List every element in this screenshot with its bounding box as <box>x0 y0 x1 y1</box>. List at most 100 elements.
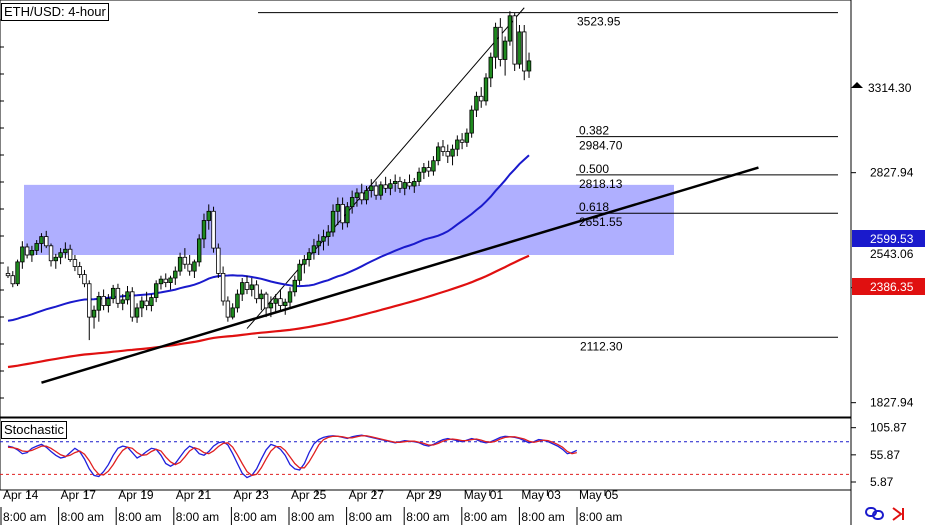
candle <box>5 266 11 278</box>
time-tick-label: 8:00 am <box>291 510 334 524</box>
date-tick-label: Apr 27 <box>349 488 385 502</box>
candle <box>302 255 307 274</box>
date-tick-label: Apr 19 <box>118 488 154 502</box>
candle <box>149 294 154 312</box>
ma-slow-badge-bg <box>852 278 925 295</box>
date-tick-label: May 01 <box>464 488 504 502</box>
link-chain-icon[interactable] <box>865 507 884 520</box>
date-tick-label: Apr 25 <box>291 488 327 502</box>
scroll-end-icon[interactable] <box>892 507 904 521</box>
candle <box>364 186 369 205</box>
candle <box>421 163 427 180</box>
support-trendline <box>41 166 759 384</box>
candle <box>349 190 355 214</box>
candle <box>268 296 274 318</box>
candle <box>321 229 326 251</box>
candle <box>263 291 269 318</box>
stochastic-series-line <box>7 434 578 479</box>
candle <box>182 248 188 269</box>
candle <box>311 238 317 260</box>
current-price-label: 3314.30 <box>868 81 912 95</box>
fib-price-label: 2818.13 <box>579 177 623 191</box>
date-tick-label: Apr 21 <box>176 488 212 502</box>
date-tick-label: May 05 <box>579 488 619 502</box>
candle <box>48 243 54 267</box>
candle <box>340 197 345 230</box>
candle <box>220 266 226 306</box>
time-tick-label: 8:00 am <box>349 510 392 524</box>
candle <box>206 204 211 230</box>
candle <box>96 291 102 322</box>
candle <box>230 303 235 320</box>
ma-fast-value-label: 2599.53 <box>870 232 914 246</box>
candle <box>316 234 321 255</box>
candle <box>326 225 331 246</box>
candle <box>173 266 178 285</box>
candle <box>110 284 116 304</box>
candle <box>153 280 159 303</box>
chart-title: ETH/USD: 4-hour <box>1 3 109 21</box>
candle <box>216 243 221 278</box>
candle <box>306 248 312 267</box>
ma-slow-line <box>7 254 530 369</box>
time-tick-label: 8:00 am <box>464 510 507 524</box>
fib-ratio-label: 0.618 <box>579 200 609 214</box>
candle <box>106 294 111 313</box>
candle <box>359 183 364 205</box>
candle <box>378 181 384 200</box>
candle <box>397 176 403 193</box>
candle <box>392 174 398 192</box>
candle <box>10 271 15 288</box>
current-price-arrow-icon <box>851 82 863 88</box>
candle <box>67 244 73 262</box>
candle <box>345 202 350 228</box>
time-tick-label: 8:00 am <box>176 510 219 524</box>
candle <box>459 133 465 150</box>
candle <box>225 296 231 322</box>
candle <box>278 289 283 311</box>
ma-fast-badge-bg <box>852 230 925 247</box>
candle <box>283 298 288 315</box>
candle <box>273 294 278 313</box>
candle <box>192 259 197 278</box>
candle <box>125 286 130 305</box>
candle <box>354 188 360 207</box>
fib-swing-line <box>246 7 525 329</box>
candle <box>134 303 140 323</box>
candle <box>383 176 388 193</box>
candle <box>388 179 393 196</box>
candle <box>63 242 68 259</box>
candle <box>435 142 441 166</box>
candle <box>259 289 264 311</box>
ma-slow-badge: 2386.35 <box>852 278 925 295</box>
candle <box>39 233 44 253</box>
candle <box>330 204 336 237</box>
candle <box>440 140 446 157</box>
candle <box>244 275 250 295</box>
hidden-tick-label: 2543.06 <box>870 247 914 261</box>
candle <box>58 248 63 265</box>
candle <box>402 179 407 196</box>
candle <box>101 289 106 311</box>
time-tick-label: 8:00 am <box>233 510 276 524</box>
candle <box>412 177 417 193</box>
candle <box>292 275 297 297</box>
candle <box>240 278 245 301</box>
stochastic-tick-label: 55.87 <box>870 448 900 462</box>
candle <box>455 135 460 157</box>
candle <box>201 213 207 249</box>
candle <box>20 241 25 269</box>
fib-level-low-label: 2112.30 <box>580 339 623 353</box>
date-tick-label: Apr 17 <box>61 488 97 502</box>
fib-price-label: 2651.55 <box>579 215 623 229</box>
candle <box>507 11 513 46</box>
candle <box>369 179 374 198</box>
candle <box>474 91 479 117</box>
candle <box>87 280 92 341</box>
candle <box>373 181 379 200</box>
fib-price-label: 2984.70 <box>579 139 623 153</box>
candle <box>168 275 173 290</box>
candle <box>426 160 431 177</box>
candle <box>29 245 35 262</box>
